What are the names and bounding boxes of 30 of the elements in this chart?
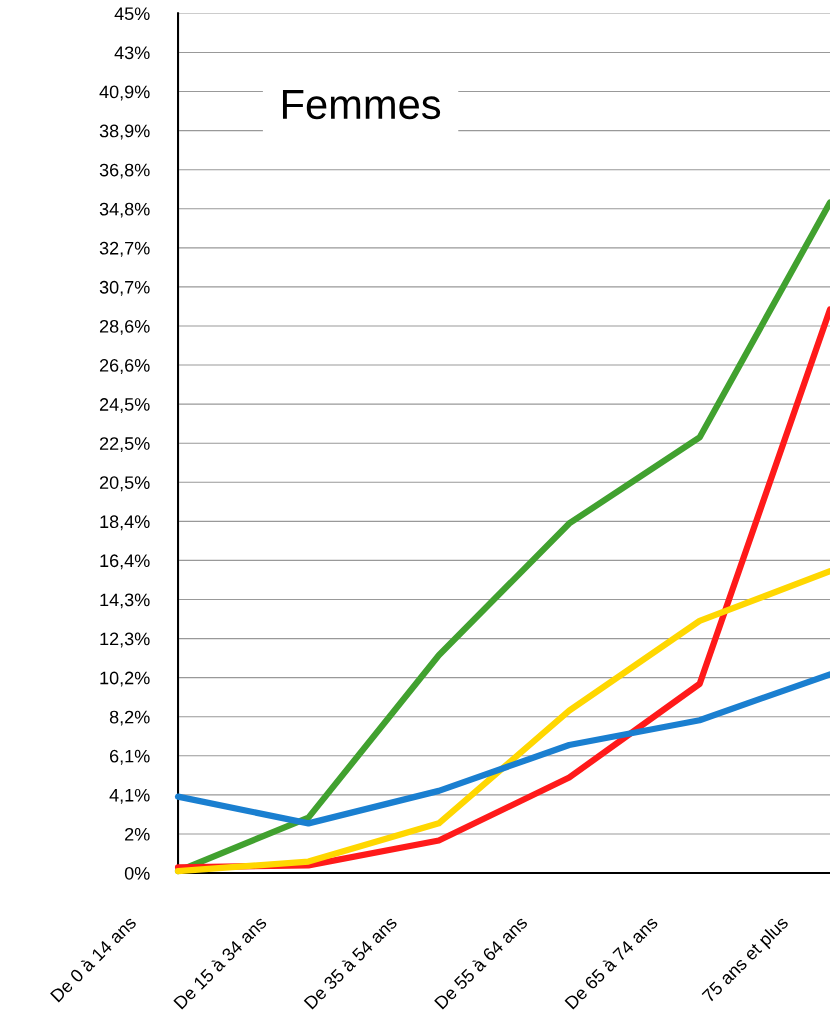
y-tick-label: 18,4% [100, 515, 150, 531]
y-tick-label: 43% [114, 46, 150, 60]
y-tick-label: 8,2% [109, 710, 150, 726]
y-tick-label: 28,6% [99, 319, 150, 335]
y-tick-label: 16,4% [100, 554, 150, 570]
y-tick-label: 30,7% [99, 280, 150, 296]
y-tick-label: 14,3% [100, 593, 150, 609]
y-tick-label: 24,5% [99, 398, 150, 413]
y-tick-label: 45% [114, 7, 150, 21]
y-tick-label: 34,8% [99, 202, 150, 218]
y-tick-label: 38,9% [99, 124, 150, 140]
y-tick-label: 6,1% [110, 749, 150, 765]
text: Femmes [282, 90, 441, 120]
x-tick-label: De 65 à 74 ans [563, 915, 659, 1010]
y-tick-label: 12,3% [100, 632, 150, 648]
x-tick-label: De 15 à 34 ans [172, 915, 268, 1010]
y-tick-label: 2% [125, 827, 150, 841]
y-tick-label: 0% [124, 866, 150, 880]
x-tick-label: De 35 à 54 ans [303, 915, 398, 1010]
x-tick-label: De 55 à 64 ans [433, 915, 529, 1010]
y-tick-label: 4,1% [109, 788, 150, 804]
y-tick-label: 10,2% [100, 671, 150, 687]
y-tick-label: 40,9% [99, 85, 150, 101]
x-tick-label: 75 ans et plus [701, 915, 792, 1006]
x-tick-label: De 0 à 14 ans [49, 915, 137, 1003]
y-tick-label: 26,6% [99, 358, 150, 374]
y-tick-label: 32,7% [99, 241, 150, 257]
y-tick-label: 22,5% [99, 437, 150, 453]
y-tick-label: 20,5% [99, 476, 150, 492]
y-tick-label: 36,8% [99, 163, 150, 179]
